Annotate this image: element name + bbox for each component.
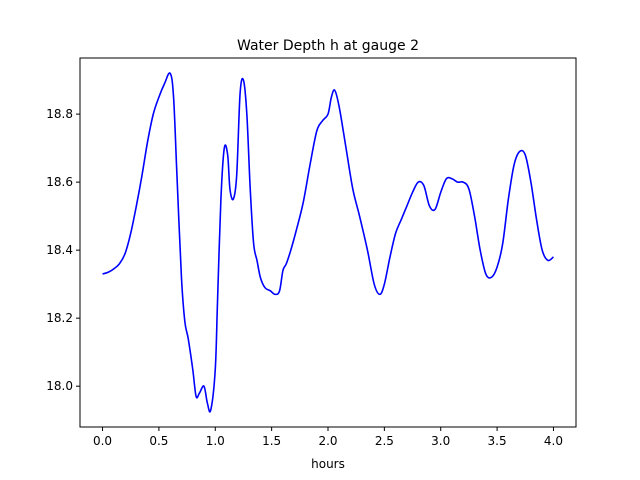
x-tick-label: 2.0 <box>318 434 337 448</box>
y-tick-label: 18.6 <box>46 175 73 189</box>
y-tick-label: 18.8 <box>46 107 73 121</box>
series-line <box>102 72 554 413</box>
data-layer <box>102 72 554 413</box>
y-tick-label: 18.0 <box>46 379 73 393</box>
x-tick-label: 2.5 <box>375 434 394 448</box>
y-tick-label: 18.4 <box>46 243 73 257</box>
y-tick-label: 18.2 <box>46 311 73 325</box>
x-tick-label: 1.0 <box>206 434 225 448</box>
y-axis: 18.0 18.2 18.4 18.6 18.8 <box>46 107 80 393</box>
x-tick-label: 0.5 <box>149 434 168 448</box>
x-tick-label: 3.5 <box>488 434 507 448</box>
x-tick-label: 4.0 <box>544 434 563 448</box>
x-tick-label: 3.0 <box>431 434 450 448</box>
x-axis-title: hours <box>311 457 345 471</box>
x-tick-label: 1.5 <box>262 434 281 448</box>
x-tick-label: 0.0 <box>93 434 112 448</box>
chart-title: Water Depth h at gauge 2 <box>237 38 419 54</box>
x-axis: 0.0 0.5 1.0 1.5 2.0 2.5 3.0 3.5 4.0 <box>93 427 563 448</box>
